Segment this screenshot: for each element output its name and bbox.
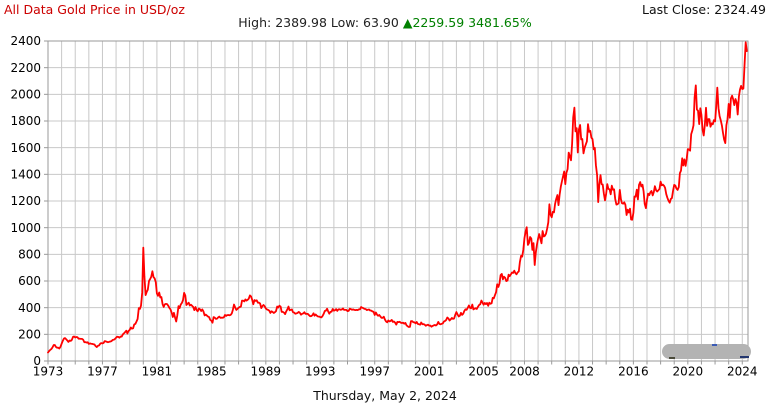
change-percent: 3481.65%: [468, 15, 532, 30]
axis-labels: 0 200 400 600 800 1000 1200 1400 1600 1800 2000 220…: [10, 34, 757, 378]
y-tick-label: 1200: [10, 194, 41, 208]
y-tick-label: 1600: [10, 141, 41, 155]
x-tick-label: 1989: [251, 365, 282, 379]
y-tick-label: 600: [18, 274, 41, 288]
x-tick-label: 1985: [196, 365, 227, 379]
y-tick-label: 800: [18, 248, 41, 262]
y-tick-label: 2200: [10, 61, 41, 75]
x-tick-label: 2016: [618, 365, 649, 379]
grid-lines: [47, 40, 748, 362]
page-title: All Data Gold Price in USD/oz: [4, 2, 185, 17]
y-tick-label: 2000: [10, 88, 41, 102]
x-tick-label: 2008: [509, 365, 540, 379]
x-tick-label: 2024: [727, 365, 758, 379]
up-arrow-icon: ▲: [402, 15, 413, 30]
low-value: 63.90: [363, 15, 399, 30]
x-tick-label: 1981: [142, 365, 173, 379]
y-tick-label: 1000: [10, 221, 41, 235]
x-tick-label: 2020: [673, 365, 704, 379]
axis-ticks: [44, 40, 743, 365]
last-close: Last Close: 2324.49: [642, 2, 766, 17]
x-tick-label: 2012: [564, 365, 595, 379]
high-low-stats: High: 2389.98 Low: 63.90 ▲2259.59 3481.6…: [0, 15, 770, 30]
x-tick-label: 1973: [33, 365, 64, 379]
y-tick-label: 1400: [10, 168, 41, 182]
x-tick-label: 1997: [359, 365, 390, 379]
last-close-value: 2324.49: [714, 2, 766, 17]
low-label: Low:: [330, 15, 360, 30]
y-tick-label: 0: [33, 354, 41, 368]
watermark-mark: [712, 344, 717, 346]
gold-price-line: [47, 41, 748, 354]
x-tick-label: 2001: [414, 365, 445, 379]
y-tick-label: 400: [18, 301, 41, 315]
high-value: 2389.98: [275, 15, 327, 30]
y-tick-label: 2400: [10, 34, 41, 48]
watermark-mark: [669, 357, 675, 359]
change-value: 2259.59: [412, 15, 465, 30]
y-tick-label: 1800: [10, 114, 41, 128]
watermark-mark: [740, 356, 749, 358]
chart-date: Thursday, May 2, 2024: [313, 388, 457, 403]
y-tick-label: 200: [18, 328, 41, 342]
x-tick-label: 1977: [87, 365, 118, 379]
watermark-blob: [662, 344, 751, 359]
last-close-label: Last Close:: [642, 2, 711, 17]
high-label: High:: [238, 15, 272, 30]
x-tick-label: 1993: [305, 365, 336, 379]
x-tick-label: 2005: [468, 365, 499, 379]
